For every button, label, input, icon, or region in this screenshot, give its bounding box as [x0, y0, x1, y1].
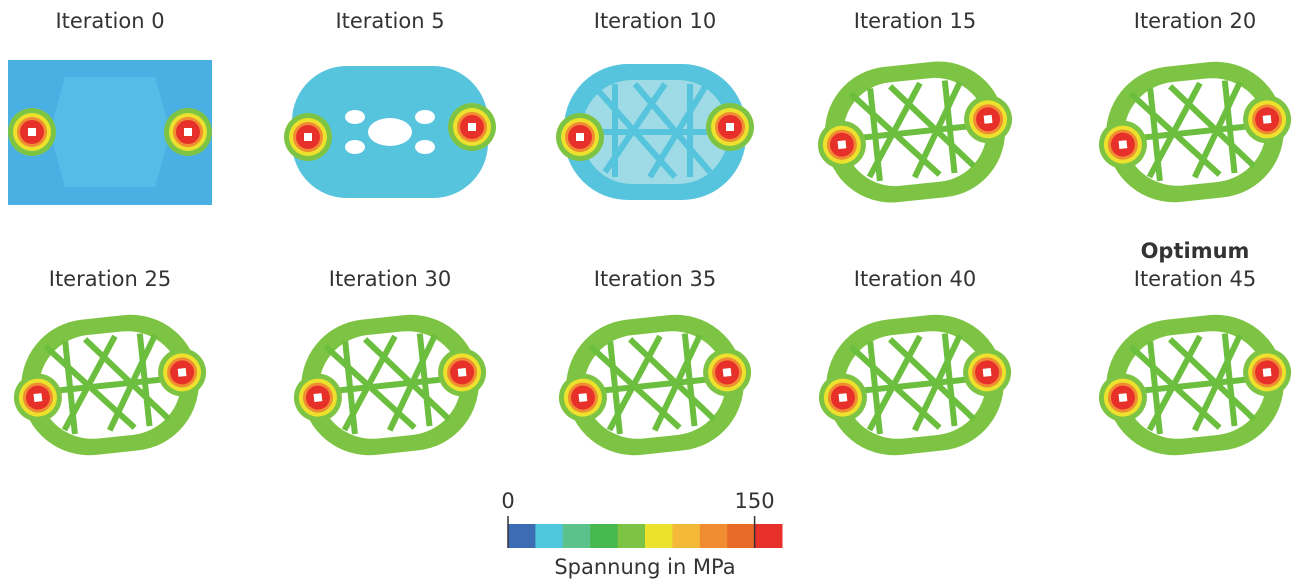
colorbar-label: Spannung in MPa	[554, 555, 735, 579]
panel-note: Optimum	[1141, 239, 1250, 263]
bolt-hole	[468, 123, 476, 131]
colorbar-segment	[535, 524, 563, 548]
bolt-hole	[723, 368, 732, 377]
bolt-hole	[579, 393, 588, 402]
colorbar-tick-label: 150	[735, 489, 775, 513]
colorbar-segment	[700, 524, 728, 548]
panel-label: Iteration 30	[329, 267, 451, 291]
panel-label: Iteration 20	[1134, 9, 1256, 33]
part-region	[50, 77, 170, 187]
panel-label: Iteration 5	[335, 9, 444, 33]
part	[1091, 54, 1298, 210]
void	[345, 110, 365, 124]
panel-label: Iteration 35	[594, 267, 716, 291]
bolt-hole	[178, 368, 187, 377]
part	[284, 66, 496, 198]
colorbar-segment	[645, 524, 673, 548]
bolt-hole	[1119, 393, 1128, 402]
panel-label: Iteration 10	[594, 9, 716, 33]
colorbar-tick-label: 0	[501, 489, 514, 513]
colorbar-segment	[563, 524, 591, 548]
bolt-hole	[1263, 115, 1272, 124]
part	[286, 307, 493, 463]
void	[415, 140, 435, 154]
bolt-hole	[28, 128, 36, 136]
bolt-hole	[839, 393, 848, 402]
void	[368, 118, 412, 146]
bolt-hole	[1263, 368, 1272, 377]
colorbar-segment	[618, 524, 646, 548]
panel-label: Iteration 25	[49, 267, 171, 291]
part	[556, 64, 754, 200]
panel-label: Iteration 15	[854, 9, 976, 33]
bolt-hole	[576, 133, 584, 141]
bolt-hole	[34, 393, 43, 402]
bolt-hole	[984, 115, 993, 124]
bolt-hole	[838, 140, 847, 149]
part	[8, 60, 212, 205]
bolt-hole	[314, 393, 323, 402]
void	[415, 110, 435, 124]
void	[345, 140, 365, 154]
colorbar-segment	[727, 524, 755, 548]
panel-label: Iteration 45	[1134, 267, 1256, 291]
bolt-hole	[1119, 140, 1128, 149]
part	[810, 54, 1019, 210]
part	[811, 307, 1018, 463]
bolt-hole	[458, 368, 467, 377]
figure: Iteration 0 Iteration 5 Iteration 10 Iterat…	[0, 0, 1316, 582]
bolt-hole	[726, 123, 734, 131]
bolt-hole	[304, 133, 312, 141]
panel-label: Iteration 0	[55, 9, 164, 33]
part	[1091, 307, 1298, 463]
colorbar-segment	[590, 524, 618, 548]
colorbar-segment	[508, 524, 536, 548]
bolt-hole	[983, 368, 992, 377]
part	[551, 307, 758, 463]
part	[6, 307, 213, 463]
colorbar-segment	[672, 524, 700, 548]
panel-label: Iteration 40	[854, 267, 976, 291]
colorbar-segment	[755, 524, 783, 548]
bolt-hole	[184, 128, 192, 136]
